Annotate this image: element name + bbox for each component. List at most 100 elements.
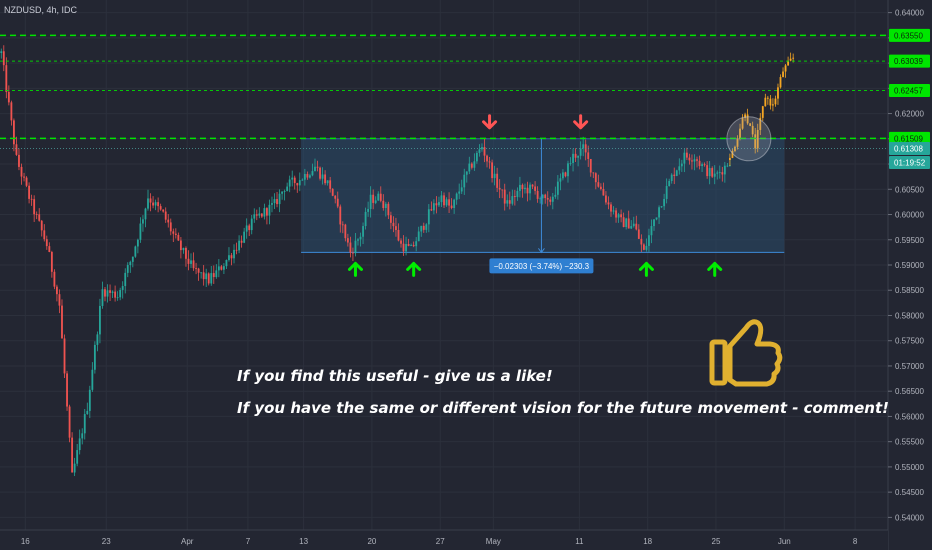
candle xyxy=(179,240,182,251)
candle xyxy=(35,214,38,216)
candle xyxy=(463,174,466,188)
candle xyxy=(668,180,671,187)
candle xyxy=(516,190,519,198)
candle xyxy=(642,244,645,250)
candle xyxy=(349,242,352,253)
candle xyxy=(20,166,23,177)
candle xyxy=(147,198,149,209)
candle xyxy=(625,218,628,228)
candle xyxy=(562,172,564,179)
candle xyxy=(458,191,461,194)
candle xyxy=(273,199,276,204)
candle xyxy=(48,246,51,252)
candle xyxy=(536,190,539,199)
candle xyxy=(263,208,266,217)
candle xyxy=(680,163,683,167)
candle xyxy=(152,202,154,206)
time-axis[interactable]: 16 23 Apr 7 13 20 27 May 11 18 25 Jun 8 xyxy=(0,529,888,550)
time-tick-label: 23 xyxy=(102,537,111,546)
candle xyxy=(670,174,673,181)
candle xyxy=(369,194,372,209)
candles xyxy=(0,45,731,477)
candle xyxy=(529,184,531,194)
candle xyxy=(438,202,440,206)
time-tick-label: 27 xyxy=(436,537,445,546)
candle xyxy=(723,165,726,175)
candle xyxy=(126,265,129,273)
candle xyxy=(632,223,635,227)
candle xyxy=(683,152,686,164)
candle xyxy=(207,273,210,284)
level-price-label: 0.61509 xyxy=(894,134,923,143)
projection-candle xyxy=(761,106,764,118)
candle xyxy=(197,268,200,273)
candle xyxy=(468,163,471,172)
projection-candle xyxy=(746,114,749,124)
projection-candle xyxy=(741,117,744,129)
candle xyxy=(73,463,76,473)
candle xyxy=(15,144,18,155)
projection-candle xyxy=(731,150,734,158)
candle xyxy=(579,148,582,156)
candle xyxy=(288,179,291,187)
candle xyxy=(174,233,177,235)
candle xyxy=(567,163,569,177)
candle xyxy=(298,180,301,186)
candle xyxy=(225,260,228,267)
candle xyxy=(377,193,380,201)
candle xyxy=(554,194,557,197)
up-arrow-icon xyxy=(406,261,422,277)
price-tick-label: 0.56000 xyxy=(895,412,924,421)
candle xyxy=(726,165,729,167)
candle xyxy=(93,344,96,370)
price-tick-label: 0.54500 xyxy=(895,488,924,497)
candle xyxy=(286,186,289,191)
candle xyxy=(336,198,339,207)
candle xyxy=(172,231,175,234)
candle xyxy=(352,252,354,254)
candle xyxy=(483,147,486,156)
down-arrow-icon xyxy=(573,114,589,130)
candle xyxy=(519,184,521,191)
projection-candle xyxy=(769,98,772,106)
candle xyxy=(255,214,258,216)
candle xyxy=(389,215,392,223)
candle xyxy=(544,194,547,199)
candle xyxy=(448,199,450,206)
current-price-label: 0.61308 xyxy=(894,145,923,154)
candle xyxy=(382,200,385,209)
price-axis[interactable]: 0.640000.635000.630000.625000.620000.615… xyxy=(887,0,932,550)
candle xyxy=(136,239,139,247)
candle xyxy=(357,239,359,241)
level-price-label-bg xyxy=(889,131,930,145)
price-tick-label: 0.60000 xyxy=(895,211,924,220)
candle xyxy=(268,204,271,216)
candle xyxy=(258,213,261,216)
candle xyxy=(228,255,230,261)
level-price-label-bg xyxy=(889,54,930,68)
candle xyxy=(40,220,43,231)
candle xyxy=(271,203,273,205)
candle xyxy=(114,291,117,298)
candle xyxy=(144,208,147,220)
projection-candle xyxy=(784,65,787,72)
time-tick-label: 13 xyxy=(299,537,308,546)
candle xyxy=(465,171,468,175)
candle xyxy=(131,256,134,262)
candle xyxy=(311,171,314,176)
projection-candle xyxy=(749,123,752,126)
candle xyxy=(2,51,5,66)
candle xyxy=(367,208,370,212)
current-price-label-bg xyxy=(889,142,930,156)
candle xyxy=(240,240,243,243)
candle xyxy=(230,255,233,259)
candle xyxy=(640,238,643,245)
candle xyxy=(412,244,415,247)
candle xyxy=(30,198,33,200)
candle xyxy=(713,173,716,177)
candle xyxy=(569,162,572,164)
candle xyxy=(23,176,25,178)
candle xyxy=(346,238,349,243)
candle xyxy=(395,226,397,230)
